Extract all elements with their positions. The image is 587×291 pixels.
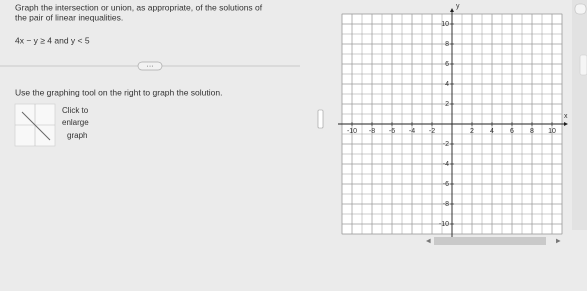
y-tick-label: 8 <box>445 41 449 48</box>
expand-button[interactable] <box>137 61 163 71</box>
y-tick-label: -6 <box>443 181 449 188</box>
y-tick-label: -8 <box>443 201 449 208</box>
thumbnail-caption[interactable]: enlarge <box>62 118 89 127</box>
scroll-right[interactable]: ▶ <box>556 239 561 245</box>
y-tick-label: -2 <box>443 141 449 148</box>
axis-arrow <box>450 8 454 12</box>
y-tick-label: 2 <box>445 101 449 108</box>
y-axis-label: y <box>456 3 460 10</box>
graph: -10 -8 -6 -4 -2 2 4 6 8 10 -10 -8 -6 -4 -2 2 4 6 8 10 x y <box>338 3 568 238</box>
thumbnail-caption[interactable]: graph <box>67 131 87 140</box>
instruction: Use the graphing tool on the right to gr… <box>15 87 222 97</box>
question-text: Graph the intersection or union, as appr… <box>15 2 263 12</box>
x-tick-label: 10 <box>548 128 556 135</box>
side-tab[interactable] <box>579 54 587 76</box>
thumbnail-line <box>21 111 51 141</box>
y-tick-label: -4 <box>443 161 449 168</box>
scroll-thumb[interactable] <box>434 237 546 245</box>
x-tick-label: -8 <box>369 128 375 135</box>
scroll-left[interactable]: ◀ <box>426 239 431 245</box>
x-tick-label: -10 <box>347 128 357 135</box>
expand-dots: ··· <box>147 63 154 70</box>
x-tick-label: -4 <box>409 128 415 135</box>
x-tick-label: -2 <box>429 128 435 135</box>
x-tick-label: 4 <box>490 128 494 135</box>
scrollbar[interactable]: ◀ ▶ <box>426 237 561 245</box>
thumbnail[interactable] <box>14 103 56 147</box>
y-tick-label: 6 <box>445 61 449 68</box>
x-axis-label: x <box>564 113 568 120</box>
y-tick-label: 10 <box>441 21 449 28</box>
x-tick-label: -6 <box>389 128 395 135</box>
x-tick-label: 6 <box>510 128 514 135</box>
side-strip <box>572 0 587 230</box>
inequalities: 4x − y ≥ 4 and y < 5 <box>15 35 90 45</box>
question-text: the pair of linear inequalities. <box>15 12 123 22</box>
panel-splitter[interactable] <box>317 109 324 129</box>
x-tick-label: 2 <box>470 128 474 135</box>
axis-arrow <box>564 122 568 126</box>
x-tick-label: 8 <box>530 128 534 135</box>
y-tick-label: 4 <box>445 81 449 88</box>
thumbnail-caption[interactable]: Click to <box>62 106 89 115</box>
y-tick-label: -10 <box>439 221 449 228</box>
side-button[interactable] <box>574 3 587 15</box>
